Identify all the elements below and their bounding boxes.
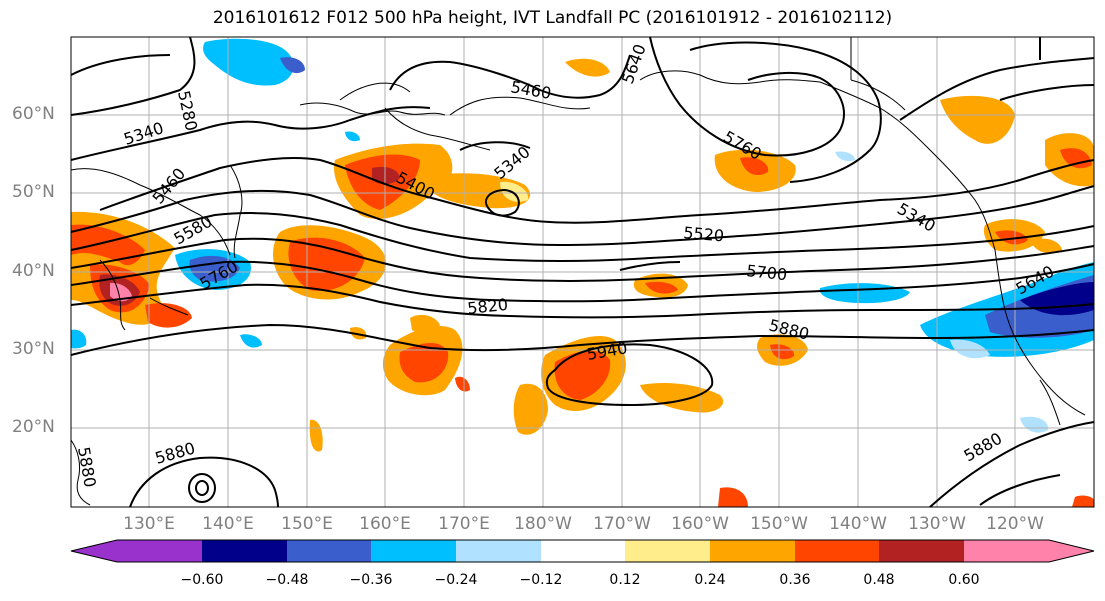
lon-label: 140°W — [829, 514, 887, 534]
coastlines — [70, 37, 1086, 506]
colorbar-tick-label: −0.24 — [434, 572, 478, 588]
lon-label: 150°E — [281, 514, 333, 534]
colorbar-tick-label: −0.60 — [180, 572, 224, 588]
lat-label: 30°N — [12, 339, 55, 359]
colorbar-tick-label: −0.36 — [349, 572, 393, 588]
lon-label: 160°E — [359, 514, 411, 534]
lon-label: 170°E — [438, 514, 490, 534]
colorbar-tick-label: −0.12 — [519, 572, 563, 588]
lon-label: 160°W — [671, 514, 729, 534]
lat-label: 60°N — [12, 104, 55, 124]
lon-label: 150°W — [750, 514, 808, 534]
lon-label: 130°W — [908, 514, 966, 534]
lon-label: 120°W — [986, 514, 1044, 534]
colorbar-extend-high — [1049, 540, 1094, 562]
map-frame — [70, 36, 1095, 508]
contour-label: 5520 — [683, 223, 725, 245]
map-title: 2016101612 F012 500 hPa height, IVT Land… — [212, 8, 893, 28]
contour-label: 5700 — [746, 261, 788, 284]
lon-label: 140°E — [202, 514, 254, 534]
colorbar-tick-label: 0.60 — [948, 572, 980, 588]
colorbar-tick-label: 0.12 — [609, 572, 641, 588]
lon-label: 130°E — [123, 514, 175, 534]
colorbar — [70, 539, 1095, 563]
lat-label: 40°N — [12, 261, 55, 281]
ivt-shading — [71, 38, 1094, 507]
lat-label: 50°N — [12, 182, 55, 202]
lon-label: 180°W — [514, 514, 572, 534]
height-contours — [70, 36, 1095, 508]
colorbar-tick-label: 0.36 — [779, 572, 811, 588]
contour-label: 5820 — [466, 295, 508, 318]
lon-label: 170°W — [593, 514, 651, 534]
lat-label: 20°N — [12, 417, 55, 437]
colorbar-tick-label: 0.24 — [694, 572, 726, 588]
colorbar-tick-label: −0.48 — [265, 572, 309, 588]
colorbar-tick-label: 0.48 — [863, 572, 895, 588]
colorbar-extend-low — [71, 540, 117, 562]
